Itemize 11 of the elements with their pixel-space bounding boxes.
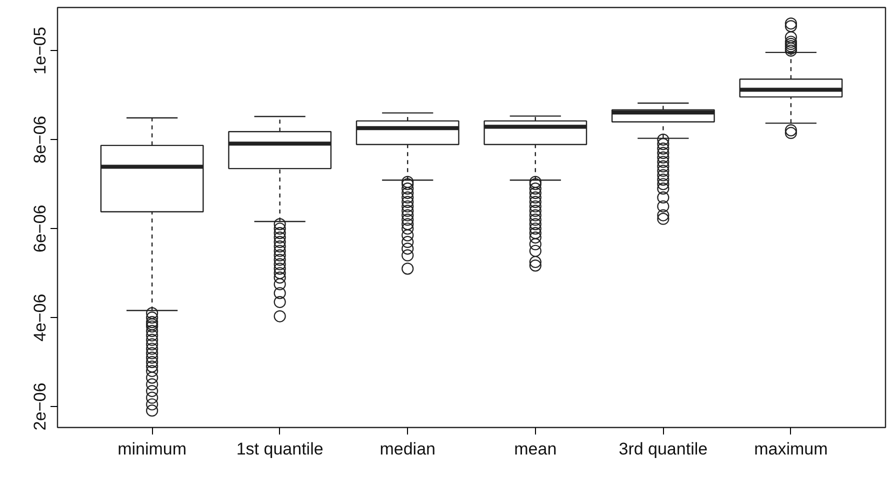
x-tick-label: 1st quantile <box>236 440 324 458</box>
y-tick-label: 4e−06 <box>30 294 50 342</box>
x-tick-label: maximum <box>754 440 828 458</box>
y-tick-label: 8e−06 <box>30 116 50 164</box>
y-tick-label: 6e−06 <box>30 204 50 252</box>
x-tick-label: minimum <box>118 440 187 458</box>
x-tick-label: median <box>380 440 436 458</box>
y-tick-label: 1e−05 <box>30 26 50 75</box>
x-tick-label: mean <box>514 440 557 458</box>
x-tick-label: 3rd quantile <box>618 440 708 458</box>
y-tick-label: 2e−06 <box>30 382 50 430</box>
